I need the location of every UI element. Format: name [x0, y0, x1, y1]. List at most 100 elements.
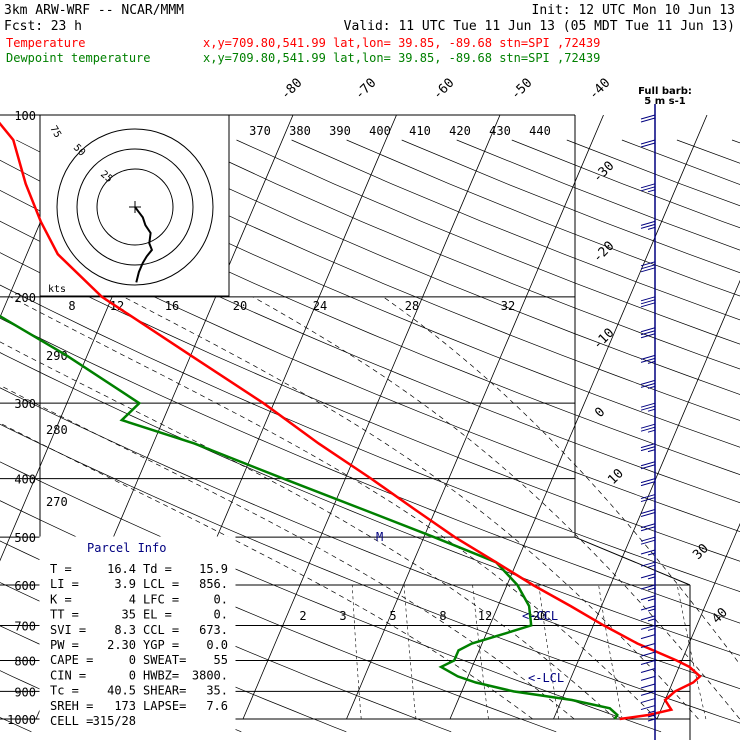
hodograph-ring-75	[56, 128, 214, 286]
wind-barb-flag	[640, 443, 656, 449]
dry-adiabat-line	[621, 139, 740, 185]
wind-barb-flag	[640, 357, 656, 363]
pressure-tick-label: 400	[14, 473, 36, 487]
wind-barb	[640, 624, 656, 631]
wind-barb	[640, 523, 656, 532]
wind-barb-half	[647, 618, 656, 622]
dry-adiabat-line	[0, 423, 740, 724]
wind-barb	[640, 478, 656, 487]
isotherm-label: -10	[590, 326, 617, 353]
wind-barb	[640, 605, 656, 612]
mixing-ratio-line	[403, 584, 417, 720]
wind-barb-flag	[640, 643, 656, 649]
dry-adiabat-line	[16, 139, 740, 448]
mixing-ratio-label: 5	[389, 609, 396, 623]
dry-adiabat-label: 420	[449, 124, 471, 138]
wind-barb-flag	[640, 512, 656, 518]
wind-barb	[640, 561, 656, 568]
wind-barb-flag	[640, 114, 656, 120]
wind-barb-flag	[640, 446, 656, 452]
wind-barb-flag	[640, 561, 656, 567]
parcel-info-value: 0	[129, 653, 136, 667]
isotherm-label: -30	[590, 159, 617, 186]
wind-barb-flag	[640, 264, 656, 270]
wind-barb-flag	[640, 659, 656, 665]
wind-barb-flag	[640, 379, 656, 385]
parcel-info-value: 35	[122, 608, 136, 622]
valid-time: Valid: 11 UTC Tue 11 Jun 13 (05 MDT Tue …	[344, 19, 735, 34]
wind-barb-flag	[640, 327, 656, 333]
wind-barb-flag	[640, 615, 656, 621]
wind-barb	[640, 536, 656, 545]
hodograph-units: kts	[48, 284, 66, 295]
parcel-info-label: SHEAR=	[143, 684, 186, 698]
wind-barb	[640, 690, 656, 696]
wind-barb-flag	[640, 690, 656, 696]
isotherm-line	[449, 115, 708, 720]
dry-adiabat-label: 430	[489, 124, 511, 138]
parcel-info-value: 673.	[199, 623, 228, 637]
wind-barb-flag	[640, 523, 656, 529]
dry-adiabat-line	[346, 139, 740, 297]
annotations: M <-CCL <-LCL	[376, 530, 564, 685]
wind-barb-flag	[640, 183, 656, 189]
mixing-ratio-line	[598, 584, 623, 720]
isotherm-label: -70	[352, 76, 379, 103]
hodograph-ring-25	[96, 168, 174, 246]
wind-barb-half	[647, 587, 656, 591]
mixing-ratio-line	[351, 584, 362, 720]
dry-adiabat-line	[181, 139, 740, 370]
moist-adiabat-label: 28	[405, 299, 419, 313]
wind-barb-flag	[640, 267, 656, 273]
parcel-info-label: T =	[50, 562, 72, 576]
wind-barb-flag	[640, 423, 656, 429]
wind-barb	[640, 443, 656, 453]
wind-barb-flag	[640, 494, 656, 500]
wind-barb	[647, 710, 656, 714]
parcel-info-label: EL =	[143, 608, 172, 622]
dry-adiabat-line	[0, 461, 662, 733]
pressure-tick-label: 200	[14, 291, 36, 305]
fcst-value: 23 h	[51, 19, 82, 34]
wind-barb-flag	[640, 705, 656, 711]
wind-barb-flag	[640, 117, 656, 123]
wind-barb-flag	[640, 426, 656, 432]
hodograph-ring-label-75: 75	[47, 124, 63, 140]
parcel-info-value: 0	[129, 668, 136, 682]
wind-barb-flag	[640, 634, 656, 640]
wind-barb	[640, 683, 656, 689]
wind-barb-flag	[640, 261, 656, 267]
wind-barb-flag	[640, 526, 656, 532]
isotherm-label: 40	[709, 605, 731, 627]
dry-adiabat-label: 400	[369, 124, 391, 138]
wind-barb	[640, 354, 656, 364]
parcel-info-label: SWEAT=	[143, 653, 186, 667]
wind-barb-half	[647, 714, 656, 718]
parcel-info-label: LFC =	[143, 592, 179, 606]
wind-barb	[640, 139, 656, 148]
annotation-label: <-LCL	[528, 671, 564, 685]
parcel-info-label: CIN =	[50, 668, 86, 682]
wind-barb-half	[647, 718, 656, 722]
dry-adiabat-line	[0, 582, 347, 733]
wind-barb-flag	[640, 595, 656, 601]
wind-barb	[640, 675, 656, 681]
wind-barb-flag	[640, 509, 656, 515]
wind-barb	[640, 509, 656, 518]
wind-barbs	[640, 114, 656, 722]
isotherm-label: 0	[592, 405, 608, 421]
wind-barb-half	[647, 385, 656, 389]
temperature-line	[0, 121, 702, 721]
parcel-info-value: 7.6	[206, 699, 228, 713]
parcel-info-label: SVI =	[50, 623, 86, 637]
pressure-tick-label: 500	[14, 531, 36, 545]
wind-barb-half	[647, 189, 656, 193]
isotherm-label: -80	[278, 76, 305, 103]
wind-barb-half	[647, 598, 656, 602]
parcel-info-label: CCL =	[143, 623, 179, 637]
parcel-info-rows: T = 16.4 Td = 15.9 LI = 3.9 LCL = 856. K = 4 LFC =…	[50, 562, 228, 728]
wind-barb	[640, 114, 656, 123]
wind-barb-half	[647, 576, 656, 580]
dry-adiabat-line	[731, 139, 740, 144]
parcel-info-value: 856.	[199, 577, 228, 591]
